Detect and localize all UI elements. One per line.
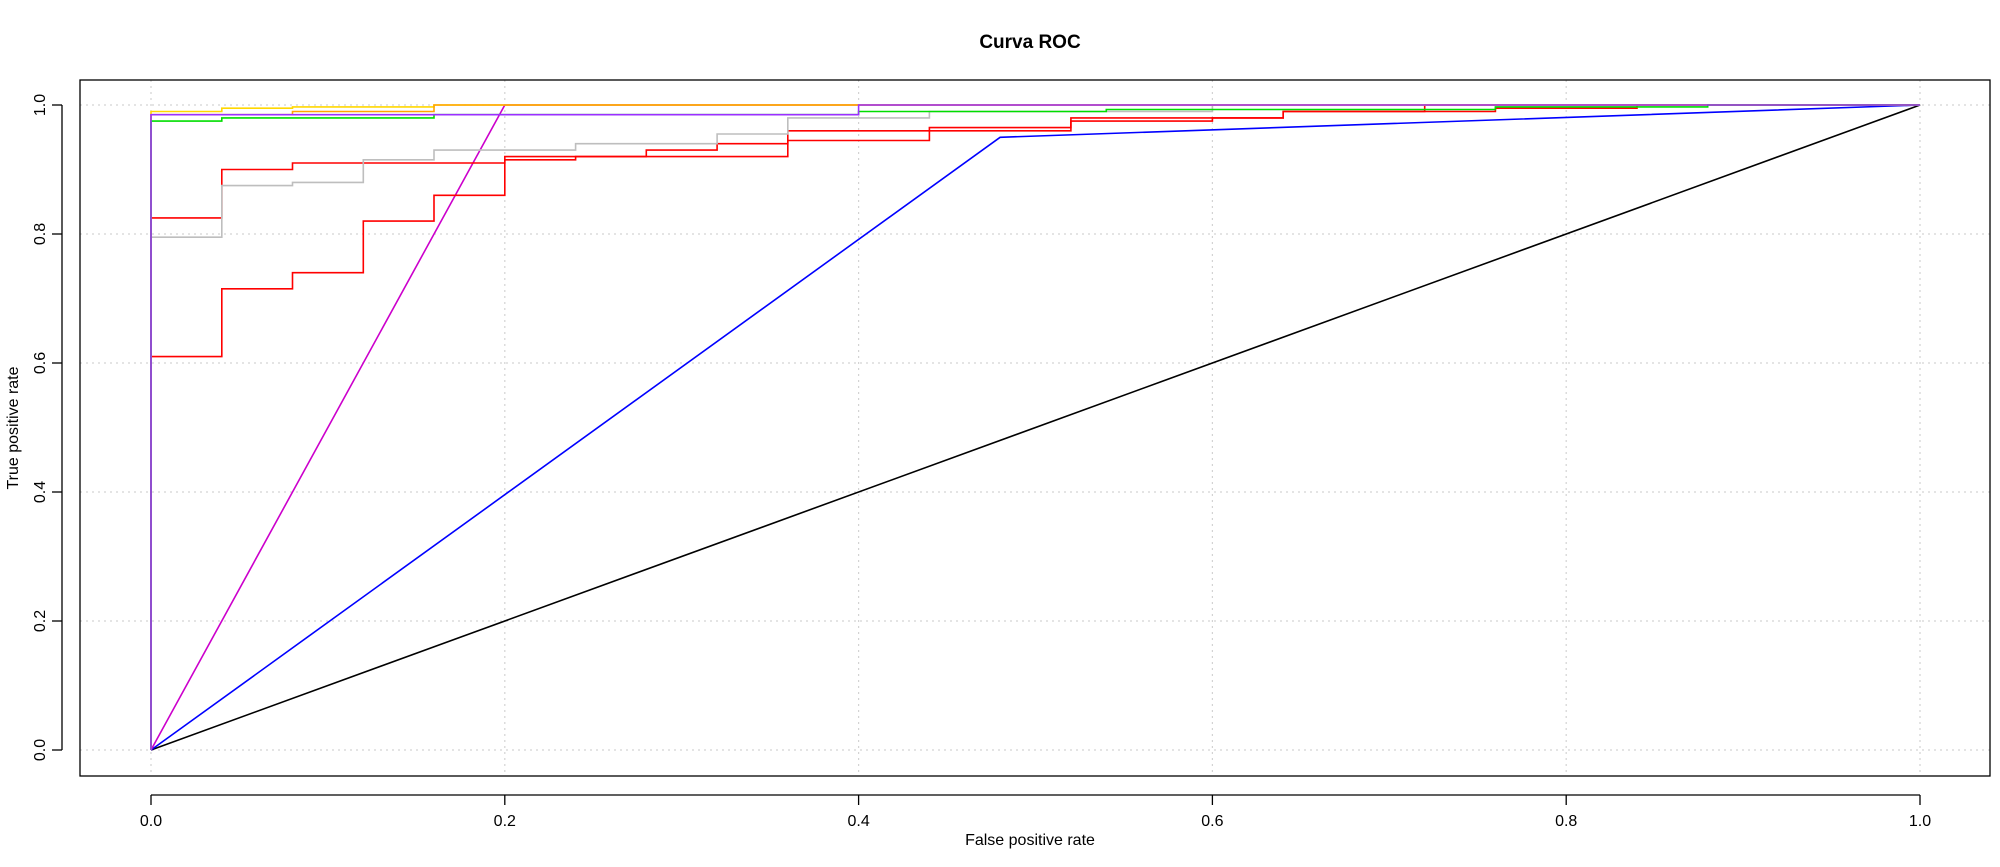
x-tick-label-0: 0.0 (140, 813, 162, 830)
x-tick-label-1: 0.2 (494, 813, 516, 830)
y-tick-label-4: 0.8 (32, 223, 49, 245)
x-tick-label-4: 0.8 (1555, 813, 1577, 830)
y-tick-label-1: 0.2 (32, 610, 49, 632)
roc-curve-0 (150, 104, 1921, 751)
roc-curve-9 (150, 104, 1920, 750)
y-tick-label-5: 1.0 (32, 94, 49, 116)
plot-frame (79, 79, 1991, 777)
series-layer (150, 104, 1921, 751)
x-tick-label-2: 0.4 (847, 813, 869, 830)
chart-title: Curva ROC (979, 32, 1081, 53)
roc-curve-1 (150, 104, 1921, 751)
y-tick-label-2: 0.4 (32, 481, 49, 503)
y-axis-label: True positive rate (5, 366, 22, 489)
x-tick-label-3: 0.6 (1201, 813, 1223, 830)
y-tick-label-0: 0.0 (32, 739, 49, 761)
roc-curve-5 (150, 104, 1920, 750)
axes-layer: 0.0 0.2 0.4 0.6 0.8 1.0 0.0 0.2 0.4 0.6 0.8 1.0 (32, 79, 1991, 830)
y-tick-label-3: 0.6 (32, 352, 49, 374)
x-axis-label: False positive rate (965, 832, 1095, 849)
x-tick-label-5: 1.0 (1909, 813, 1931, 830)
